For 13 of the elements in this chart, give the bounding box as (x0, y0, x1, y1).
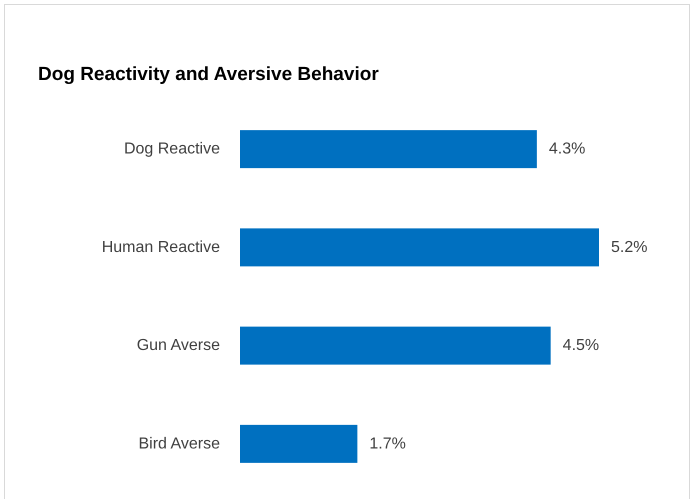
bar (240, 424, 358, 463)
y-tick-label: Bird Averse (138, 435, 220, 452)
data-label: 1.7% (369, 435, 406, 452)
y-tick-label: Dog Reactive (124, 140, 220, 158)
chart-title: Dog Reactivity and Aversive Behavior (38, 64, 380, 85)
y-tick-label: Gun Averse (136, 337, 220, 354)
data-label: 4.3% (548, 140, 586, 158)
bar (240, 130, 537, 168)
bar (240, 228, 599, 266)
bar (240, 326, 551, 365)
data-label: 4.5% (562, 337, 600, 354)
data-label: 5.2% (611, 238, 648, 256)
y-tick-label: Human Reactive (102, 238, 220, 256)
